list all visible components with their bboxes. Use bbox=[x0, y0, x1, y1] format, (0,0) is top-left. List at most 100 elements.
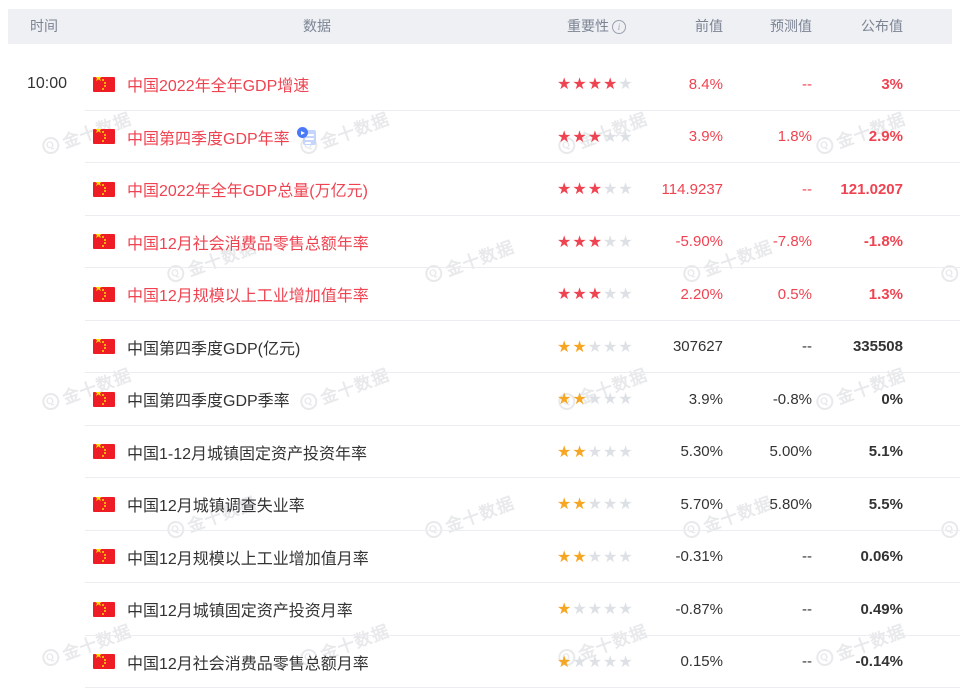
table-row[interactable]: ★ 中国1-12月城镇固定资产投资年率 ★★★★★ 5.30% 5.00% 5.… bbox=[0, 426, 960, 479]
forecast-value: 5.00% bbox=[769, 443, 812, 461]
indicator-name: 中国12月社会消费品零售总额年率 bbox=[127, 235, 369, 253]
indicator-name: 中国2022年全年GDP总量(万亿元) bbox=[127, 183, 368, 201]
forecast-value: 1.8% bbox=[777, 128, 812, 146]
forecast-value: -- bbox=[802, 338, 812, 356]
info-icon[interactable]: i bbox=[612, 20, 626, 34]
published-value: 3% bbox=[881, 75, 903, 93]
indicator-name: 中国12月城镇调查失业率 bbox=[127, 498, 305, 516]
previous-value: 5.70% bbox=[680, 495, 723, 513]
published-value: 5.5% bbox=[868, 495, 903, 513]
table-row[interactable]: ★ 中国第四季度GDP年率 ★★★★★ 3.9% 1.8% 2.9% bbox=[0, 111, 960, 164]
indicator-name: 中国第四季度GDP年率 bbox=[127, 130, 290, 148]
previous-value: 2.20% bbox=[680, 285, 723, 303]
importance-stars: ★★★★★ bbox=[557, 76, 634, 94]
previous-value: 307627 bbox=[672, 338, 723, 356]
forecast-value: -- bbox=[802, 600, 812, 618]
importance-stars: ★★★★★ bbox=[557, 601, 634, 619]
table-row[interactable]: ★ 中国第四季度GDP(亿元) ★★★★★ 307627 -- 335508 bbox=[0, 321, 960, 374]
column-header-forecast: 预测值 bbox=[770, 18, 812, 34]
table-row[interactable]: ★ 中国12月规模以上工业增加值月率 ★★★★★ -0.31% -- 0.06% bbox=[0, 531, 960, 584]
importance-stars: ★★★★★ bbox=[557, 548, 634, 566]
forecast-value: -- bbox=[802, 75, 812, 93]
forecast-value: -- bbox=[802, 653, 812, 671]
table-row[interactable]: ★ 中国第四季度GDP季率 ★★★★★ 3.9% -0.8% 0% bbox=[0, 373, 960, 426]
previous-value: -0.87% bbox=[675, 600, 723, 618]
column-header-importance: 重要性 i bbox=[567, 9, 626, 44]
table-header: 时间 数据 重要性 i 前值 预测值 公布值 bbox=[8, 9, 952, 44]
forecast-value: -7.8% bbox=[772, 233, 812, 251]
published-value: 1.3% bbox=[868, 285, 903, 303]
row-name-cell: ★ 中国12月城镇调查失业率 bbox=[85, 492, 555, 516]
indicator-name: 中国12月城镇固定资产投资月率 bbox=[127, 603, 353, 621]
previous-value: 8.4% bbox=[688, 75, 723, 93]
china-flag-icon: ★ bbox=[93, 181, 115, 197]
china-flag-icon: ★ bbox=[93, 444, 115, 460]
column-header-data: 数据 bbox=[303, 18, 331, 34]
published-value: 0.06% bbox=[860, 548, 903, 566]
published-value: 0.49% bbox=[860, 600, 903, 618]
row-name-cell: ★ 中国第四季度GDP年率 bbox=[85, 125, 555, 149]
table-row[interactable]: ★ 中国12月规模以上工业增加值年率 ★★★★★ 2.20% 0.5% 1.3% bbox=[0, 268, 960, 321]
china-flag-icon: ★ bbox=[93, 129, 115, 145]
forecast-value: -- bbox=[802, 180, 812, 198]
row-name-cell: ★ 中国12月城镇固定资产投资月率 bbox=[85, 597, 555, 621]
calendar-rows: 10:00 ★ 中国2022年全年GDP增速 ★★★★★ 8.4% -- 3% … bbox=[0, 58, 960, 688]
importance-stars: ★★★★★ bbox=[557, 181, 634, 199]
column-header-published: 公布值 bbox=[861, 18, 903, 34]
table-row[interactable]: ★ 中国12月城镇固定资产投资月率 ★★★★★ -0.87% -- 0.49% bbox=[0, 583, 960, 636]
published-value: 335508 bbox=[852, 338, 903, 356]
china-flag-icon: ★ bbox=[93, 339, 115, 355]
row-name-cell: ★ 中国第四季度GDP季率 bbox=[85, 387, 555, 411]
row-name-cell: ★ 中国2022年全年GDP增速 bbox=[85, 72, 555, 96]
importance-stars: ★★★★★ bbox=[557, 496, 634, 514]
china-flag-icon: ★ bbox=[93, 76, 115, 92]
indicator-name: 中国第四季度GDP(亿元) bbox=[127, 340, 301, 358]
published-value: 121.0207 bbox=[840, 180, 903, 198]
china-flag-icon: ★ bbox=[93, 234, 115, 250]
previous-value: 3.9% bbox=[688, 390, 723, 408]
table-row[interactable]: ★ 中国12月社会消费品零售总额月率 ★★★★★ 0.15% -- -0.14% bbox=[0, 636, 960, 688]
row-name-cell: ★ 中国2022年全年GDP总量(万亿元) bbox=[85, 177, 555, 201]
china-flag-icon: ★ bbox=[93, 391, 115, 407]
forecast-value: -- bbox=[802, 548, 812, 566]
indicator-name: 中国12月规模以上工业增加值月率 bbox=[127, 550, 369, 568]
published-value: 2.9% bbox=[868, 128, 903, 146]
row-name-cell: ★ 中国12月社会消费品零售总额年率 bbox=[85, 230, 555, 254]
importance-stars: ★★★★★ bbox=[557, 391, 634, 409]
table-row[interactable]: ★ 中国2022年全年GDP总量(万亿元) ★★★★★ 114.9237 -- … bbox=[0, 163, 960, 216]
indicator-name: 中国1-12月城镇固定资产投资年率 bbox=[127, 445, 368, 463]
previous-value: 114.9237 bbox=[661, 180, 723, 198]
importance-stars: ★★★★★ bbox=[557, 286, 634, 304]
published-value: 0% bbox=[881, 390, 903, 408]
video-explain-icon[interactable] bbox=[296, 127, 317, 146]
previous-value: 3.9% bbox=[688, 128, 723, 146]
row-name-cell: ★ 中国第四季度GDP(亿元) bbox=[85, 335, 555, 359]
forecast-value: -0.8% bbox=[772, 390, 812, 408]
previous-value: -5.90% bbox=[675, 233, 723, 251]
china-flag-icon: ★ bbox=[93, 286, 115, 302]
published-value: -0.14% bbox=[855, 653, 903, 671]
previous-value: 5.30% bbox=[680, 443, 723, 461]
forecast-value: 0.5% bbox=[777, 285, 812, 303]
importance-stars: ★★★★★ bbox=[557, 653, 634, 671]
indicator-name: 中国12月社会消费品零售总额月率 bbox=[127, 655, 369, 673]
importance-stars: ★★★★★ bbox=[557, 233, 634, 251]
published-value: 5.1% bbox=[868, 443, 903, 461]
china-flag-icon: ★ bbox=[93, 549, 115, 565]
row-name-cell: ★ 中国12月社会消费品零售总额月率 bbox=[85, 650, 555, 674]
row-time: 10:00 bbox=[27, 75, 68, 93]
published-value: -1.8% bbox=[863, 233, 903, 251]
column-header-previous: 前值 bbox=[695, 18, 723, 34]
row-name-cell: ★ 中国12月规模以上工业增加值月率 bbox=[85, 545, 555, 569]
importance-stars: ★★★★★ bbox=[557, 443, 634, 461]
row-name-cell: ★ 中国12月规模以上工业增加值年率 bbox=[85, 282, 555, 306]
table-row[interactable]: ★ 中国12月社会消费品零售总额年率 ★★★★★ -5.90% -7.8% -1… bbox=[0, 216, 960, 269]
previous-value: -0.31% bbox=[675, 548, 723, 566]
forecast-value: 5.80% bbox=[769, 495, 812, 513]
china-flag-icon: ★ bbox=[93, 654, 115, 670]
table-row[interactable]: 10:00 ★ 中国2022年全年GDP增速 ★★★★★ 8.4% -- 3% bbox=[0, 58, 960, 111]
importance-stars: ★★★★★ bbox=[557, 338, 634, 356]
table-row[interactable]: ★ 中国12月城镇调查失业率 ★★★★★ 5.70% 5.80% 5.5% bbox=[0, 478, 960, 531]
importance-stars: ★★★★★ bbox=[557, 128, 634, 146]
row-name-cell: ★ 中国1-12月城镇固定资产投资年率 bbox=[85, 440, 555, 464]
